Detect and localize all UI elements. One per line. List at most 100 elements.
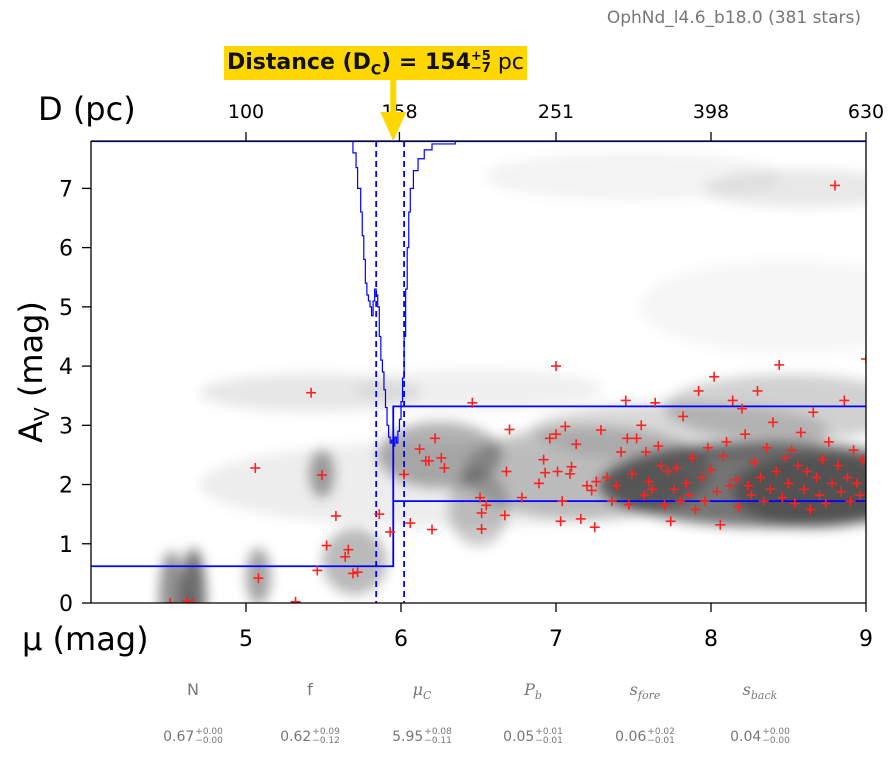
stat-label: sfore <box>590 680 700 702</box>
star-point <box>696 472 707 483</box>
star-point <box>746 490 757 501</box>
star-point <box>830 180 840 191</box>
stat-label-name: s <box>629 680 638 699</box>
star-point <box>566 461 577 472</box>
banner-prefix: Distance (D <box>227 50 371 75</box>
star-point <box>774 359 785 370</box>
star-point <box>552 466 563 477</box>
density-blob <box>322 528 387 595</box>
star-point <box>640 446 651 457</box>
stat-label-sub: b <box>534 689 542 703</box>
star-point <box>481 500 492 511</box>
star-point <box>783 478 794 489</box>
star-point <box>851 478 862 489</box>
star-point <box>405 518 416 529</box>
star-point <box>626 468 637 479</box>
stat-value-main: 0.62 <box>280 729 312 745</box>
top-tick-label: 630 <box>848 101 884 123</box>
stat-minus: −0.11 <box>424 736 452 746</box>
density-blob <box>732 452 866 529</box>
stat-label-sub: back <box>750 689 778 703</box>
star-point <box>253 573 264 584</box>
stat-value: 0.04 +0.00 −0.00 <box>705 728 815 746</box>
star-point <box>374 509 385 520</box>
stat-plus: +0.00 <box>762 727 790 737</box>
top-axis-title: D (pc) <box>38 90 136 128</box>
chart-title: OphNd_l4.6_b18.0 (381 stars) <box>606 8 861 28</box>
star-point <box>811 472 822 483</box>
banner-plus: +5 <box>470 49 491 64</box>
y-tick-label: 4 <box>59 355 73 380</box>
star-point <box>623 499 634 510</box>
stat-label: N <box>138 680 248 699</box>
top-tick-label: 251 <box>538 101 574 123</box>
distance-banner: Distance (DC) = 154 +5 −7 pc <box>224 46 527 80</box>
density-blob <box>159 550 184 603</box>
stat-minus: −0.00 <box>195 736 223 746</box>
star-point <box>182 596 193 603</box>
star-point <box>795 427 806 438</box>
star-point <box>764 484 775 495</box>
star-point <box>833 460 844 471</box>
model-upper-line <box>91 405 866 568</box>
star-point <box>839 395 850 406</box>
star-point <box>330 510 341 521</box>
star-point <box>616 446 627 457</box>
stat-label-name: f <box>307 680 313 699</box>
star-point <box>826 478 837 489</box>
star-point <box>799 484 809 495</box>
star-point <box>352 567 363 578</box>
star-point <box>861 353 866 364</box>
star-point <box>792 460 803 471</box>
y-tick-label: 0 <box>59 592 73 617</box>
stat-plus: +0.08 <box>424 727 452 737</box>
star-point <box>340 551 351 562</box>
star-point <box>712 486 723 497</box>
star-point <box>743 480 754 491</box>
distance-arrow-shaft <box>390 80 397 114</box>
y-tick-label: 2 <box>59 474 73 499</box>
density-blob <box>484 152 783 201</box>
star-point <box>636 420 647 431</box>
star-point <box>842 472 853 483</box>
star-point <box>718 451 729 462</box>
star-point <box>687 452 698 463</box>
density-blob <box>640 259 895 354</box>
star-point <box>560 421 571 432</box>
banner-unit: pc <box>490 50 524 75</box>
star-point <box>780 452 791 463</box>
stat-plus: +0.00 <box>195 727 223 737</box>
star-point <box>586 485 597 496</box>
star-point <box>316 470 327 481</box>
star-point <box>414 444 425 454</box>
density-blob <box>180 548 206 603</box>
stat-value-main: 0.04 <box>730 729 762 745</box>
stat-plus: +0.01 <box>535 727 563 737</box>
star-point <box>290 596 301 603</box>
stat-label-sub: fore <box>637 689 661 703</box>
distance-arrow-head <box>380 112 407 141</box>
star-point <box>730 474 741 485</box>
stat-value: 0.67 +0.00 −0.00 <box>138 728 248 746</box>
stat-plus: +0.09 <box>312 727 340 737</box>
stat-value-errors: +0.09 −0.12 <box>312 728 340 746</box>
star-point <box>555 516 566 527</box>
stat-value-errors: +0.00 −0.00 <box>195 728 223 746</box>
star-point <box>312 565 323 576</box>
stat-minus: −0.01 <box>647 736 675 746</box>
star-point <box>665 516 676 527</box>
star-point <box>771 466 782 477</box>
star-point <box>789 498 800 509</box>
star-point <box>854 490 865 501</box>
star-point <box>647 484 658 495</box>
star-point <box>836 486 847 497</box>
star-point <box>761 442 772 453</box>
star-point <box>733 502 744 513</box>
y-tick-label: 7 <box>59 177 73 202</box>
star-point <box>188 598 199 603</box>
stat-value: 5.95 +0.08 −0.11 <box>367 728 477 746</box>
star-point <box>611 480 622 491</box>
stat-minus: −0.01 <box>535 736 563 746</box>
stat-value: 0.62 +0.09 −0.12 <box>255 728 365 746</box>
y-tick-label: 3 <box>59 414 73 439</box>
